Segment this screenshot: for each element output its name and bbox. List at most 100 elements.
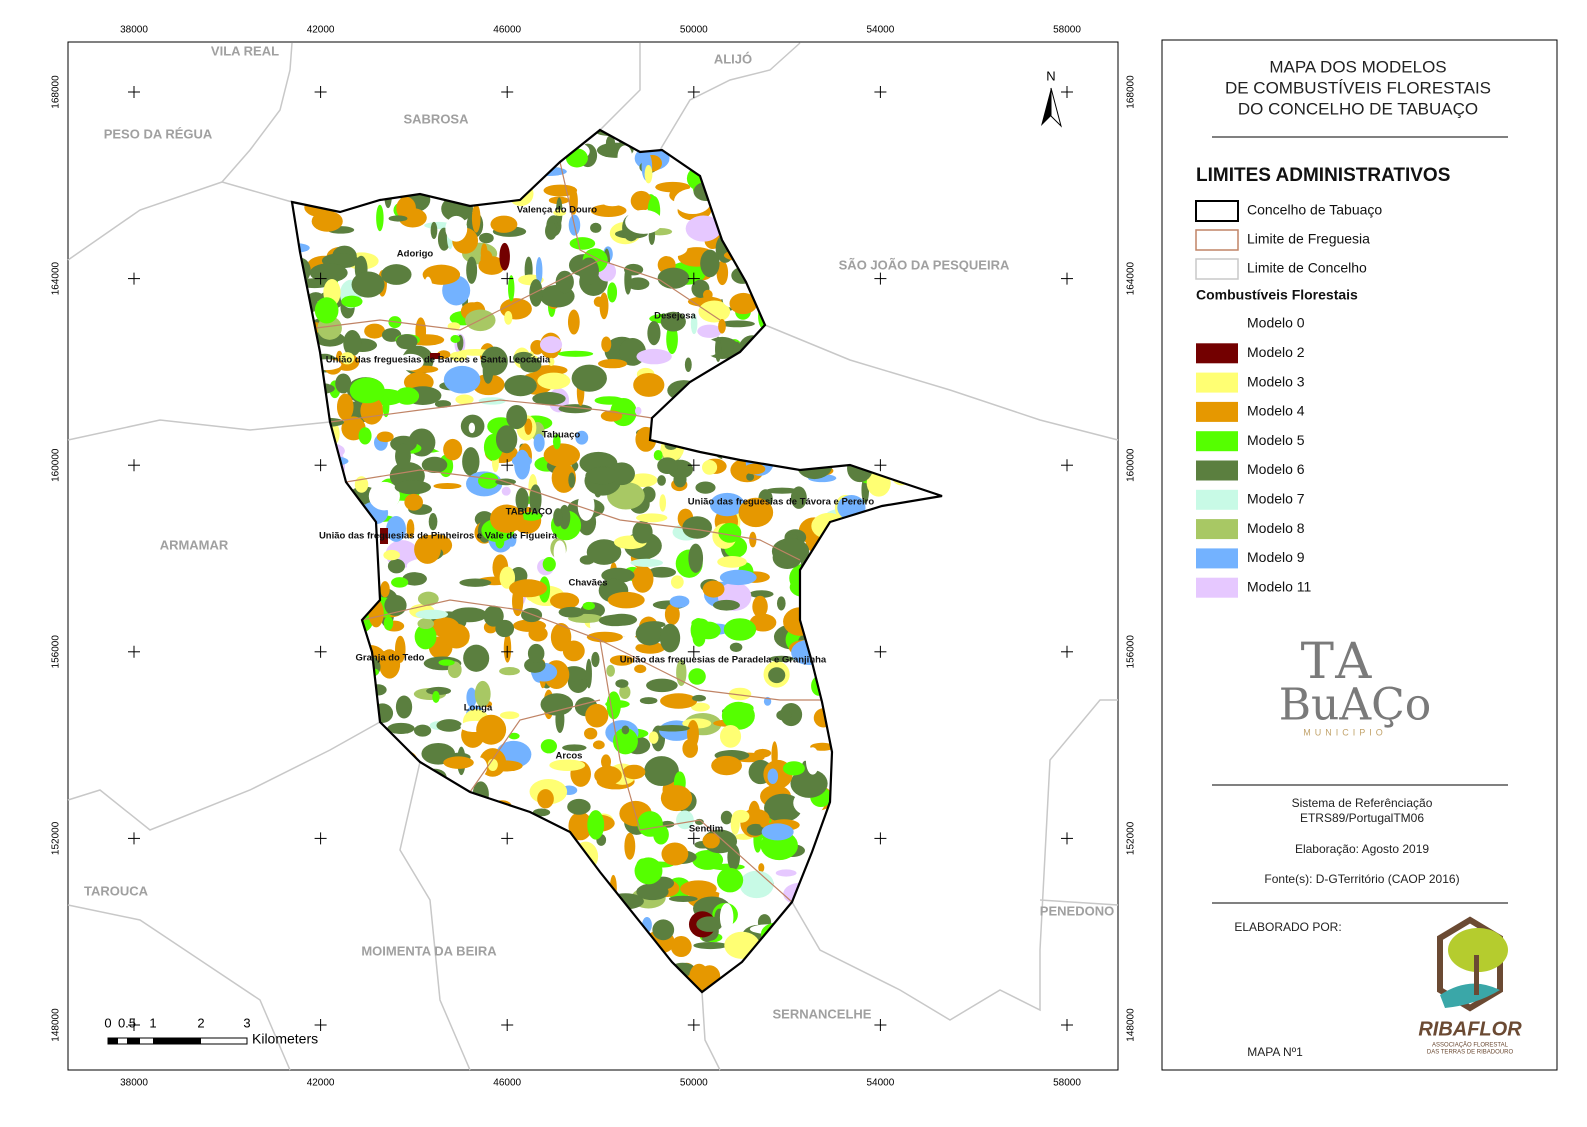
fuel-patch: [641, 486, 656, 503]
y-coordinate-label: 152000: [51, 821, 62, 855]
fuel-patch: [495, 619, 515, 638]
fuel-patch: [387, 722, 415, 734]
fuel-patch: [605, 135, 616, 152]
fuel-patch: [468, 422, 476, 434]
fuel-patch: [702, 289, 713, 301]
fuel-patch: [539, 336, 563, 354]
map-number: MAPA Nº1: [1247, 1045, 1303, 1059]
fuel-patch: [609, 655, 634, 666]
fuel-patch: [466, 256, 478, 284]
legend-label: Modelo 2: [1247, 344, 1305, 360]
y-coordinate-label: 164000: [51, 261, 62, 295]
fuel-patch: [765, 487, 799, 494]
fuel-patch: [430, 353, 440, 359]
scale-unit: Kilometers: [252, 1031, 318, 1047]
x-coordinate-label: 50000: [680, 1078, 708, 1089]
fuel-patch: [790, 486, 807, 509]
fuel-patch: [376, 204, 384, 232]
fuel-patch: [639, 697, 658, 705]
fuel-patch: [308, 292, 324, 302]
fuel-patch: [358, 427, 372, 445]
fuel-patch: [376, 431, 394, 443]
fuel-patch: [474, 680, 491, 708]
fuel-patch: [776, 709, 792, 721]
fuel-patch: [529, 484, 542, 515]
fuel-patch: [636, 348, 672, 365]
scale-label: 1: [149, 1015, 156, 1030]
fuel-patch: [767, 768, 779, 785]
fuel-patch: [676, 810, 694, 830]
fuel-patch: [771, 538, 810, 565]
fuel-patch: [479, 670, 503, 682]
fuel-patch: [653, 824, 669, 845]
legend-swatch: [1196, 519, 1238, 540]
fuel-patch: [601, 336, 612, 353]
fuel-patch: [483, 605, 504, 627]
fuel-patch: [715, 336, 722, 362]
fuel-patch: [758, 863, 765, 873]
north-arrow: [1050, 87, 1062, 128]
fuel-patch: [647, 566, 677, 578]
fuel-patch: [695, 481, 716, 494]
fuel-patch: [619, 685, 631, 700]
fuel-patch: [537, 789, 554, 809]
fuel-patch: [585, 658, 592, 689]
fuel-patch: [590, 222, 602, 233]
author-heading: ELABORADO POR:: [1234, 920, 1341, 934]
fuel-patch: [752, 595, 768, 618]
fuel-patch: [562, 744, 587, 752]
fuel-patch: [476, 714, 507, 745]
fuel-patch: [450, 607, 488, 623]
fuel-patch: [577, 490, 595, 521]
fuel-patch: [666, 324, 678, 355]
fuel-patch: [381, 264, 412, 285]
fuel-patch: [768, 667, 786, 684]
fuel-patch: [555, 270, 574, 294]
legend-swatch: [1196, 548, 1238, 569]
fuel-patch: [597, 359, 628, 369]
legend-swatch: [1195, 229, 1239, 251]
fuel-patch: [613, 727, 638, 755]
logo-text: BuAÇo: [1279, 680, 1432, 731]
municipality-label: MOIMENTA DA BEIRA: [361, 943, 497, 958]
fuel-patch: [351, 271, 385, 298]
coordinate-crosses: [128, 86, 1073, 1031]
legend-label: Concelho de Tabuaço: [1247, 202, 1382, 218]
fuel-patch: [746, 823, 765, 836]
map-title: MAPA DOS MODELOS: [1269, 57, 1446, 76]
fuel-patch: [700, 249, 720, 278]
fuel-patch: [601, 754, 612, 770]
parish-label: União das freguesias de Távora e Pereiro: [688, 497, 875, 508]
fuel-patch: [697, 324, 722, 338]
fuel-patch: [730, 812, 740, 835]
municipality-label: PESO DA RÉGUA: [104, 126, 213, 141]
fuel-patch: [499, 711, 520, 720]
fuel-patch: [630, 190, 652, 212]
fuel-patch: [713, 599, 740, 611]
legend-label: Modelo 5: [1247, 432, 1305, 448]
fuel-patch: [394, 480, 431, 495]
fuel-patch: [309, 263, 348, 283]
fuel-patch: [716, 867, 744, 893]
fuel-patch: [396, 196, 416, 220]
fuel-patch: [682, 738, 698, 758]
fuel-patch: [387, 558, 406, 574]
fuel-patch: [445, 215, 468, 242]
y-coordinate-label: 148000: [51, 1008, 62, 1042]
fuel-patch: [562, 640, 585, 662]
fuel-patch: [414, 623, 437, 650]
fuel-patch: [402, 572, 427, 586]
fuel-patch: [617, 145, 633, 169]
fuel-patch: [495, 534, 505, 549]
ribaflor-logo: [1437, 916, 1508, 1012]
fuel-patch: [549, 759, 586, 771]
y-coordinate-label: 168000: [51, 75, 62, 109]
fuel-patch: [421, 456, 448, 473]
fuel-patch: [553, 540, 566, 564]
fuel-patch: [447, 661, 462, 679]
fuel-patch: [520, 511, 543, 521]
fuel-patch: [698, 300, 731, 323]
fuel-patch: [382, 396, 390, 418]
fuel-patch: [395, 695, 413, 719]
legend-swatch: [1196, 431, 1238, 452]
